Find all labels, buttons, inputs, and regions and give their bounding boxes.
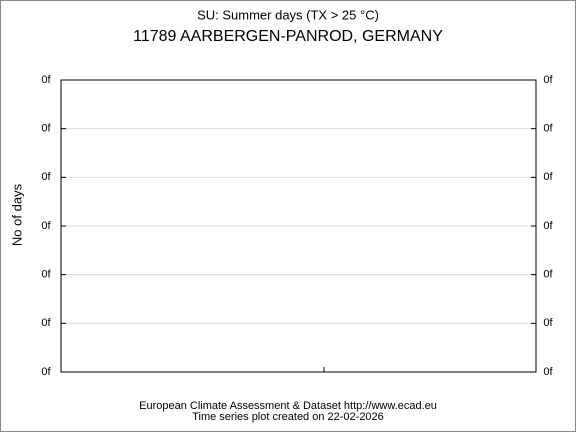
footer-line: European Climate Assessment & Dataset ht… [139, 400, 437, 412]
y2-tick-label: 0f [543, 171, 553, 183]
y2-tick-label: 0f [543, 220, 553, 232]
y-tick-label: 0f [41, 220, 51, 232]
y-tick-label: 0f [41, 317, 51, 329]
y-tick-label: 0f [41, 123, 51, 135]
y2-tick-label: 0f [543, 317, 553, 329]
y-axis-label: No of days [9, 183, 24, 246]
y2-tick-label: 0f [543, 74, 553, 86]
y-tick-label: 0f [41, 269, 51, 281]
y2-tick-label: 0f [543, 269, 553, 281]
footer-line: Time series plot created on 22-02-2026 [192, 411, 384, 423]
y-tick-label: 0f [41, 366, 51, 378]
y-tick-label: 0f [41, 171, 51, 183]
grid [61, 128, 536, 324]
chart-title: SU: Summer days (TX > 25 °C) [197, 7, 379, 22]
y2-tick-label: 0f [543, 123, 553, 135]
y-tick-label: 0f [41, 74, 51, 86]
chart-subtitle: 11789 AARBERGEN-PANROD, GERMANY [133, 28, 443, 45]
y2-tick-label: 0f [543, 366, 553, 378]
